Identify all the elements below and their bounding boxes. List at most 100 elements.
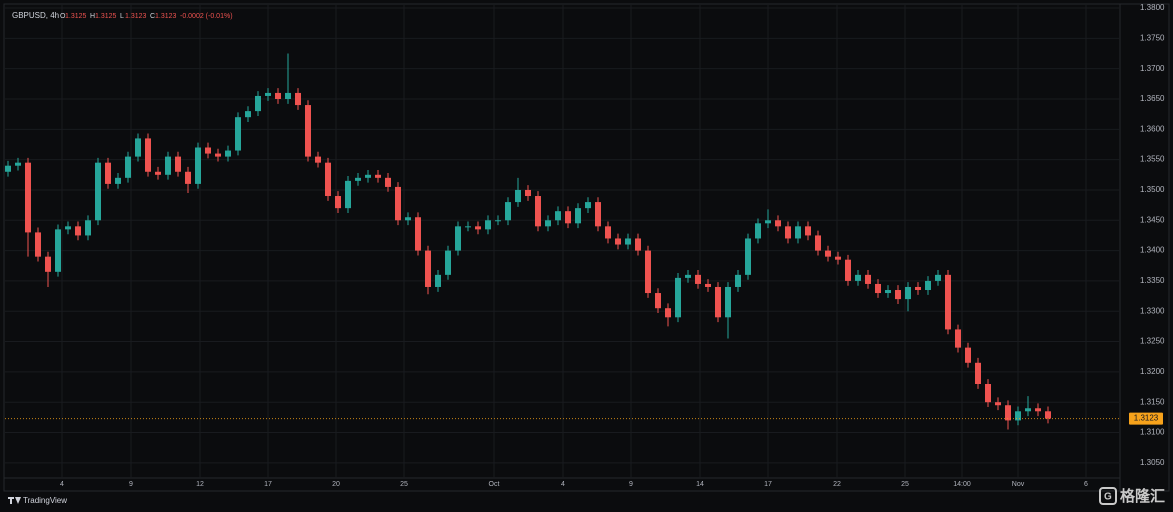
candle-body [185, 171, 191, 184]
candle-body [235, 117, 241, 151]
y-tick-label: 1.3600 [1140, 124, 1165, 133]
candle-body [455, 226, 461, 251]
change: -0.0002 (-0.01%) [180, 13, 233, 20]
candle-body [145, 138, 151, 172]
y-tick-label: 1.3650 [1140, 94, 1165, 103]
candle-body [425, 250, 431, 287]
logo-text: TradingView [23, 496, 67, 505]
candle-body [1005, 405, 1011, 421]
candle-body [885, 290, 891, 294]
candle-body [625, 238, 631, 245]
candle-body [1015, 411, 1021, 421]
watermark: G 格隆汇 [1099, 487, 1165, 505]
candle-body [645, 250, 651, 294]
candle-body [215, 153, 221, 157]
ohlc-value: 1.3125 [95, 13, 117, 20]
candle-body [485, 220, 491, 230]
ohlc-label: C [150, 13, 155, 20]
candle-body [615, 238, 621, 245]
candle-body [175, 156, 181, 172]
y-tick-label: 1.3300 [1140, 306, 1165, 315]
candle-body [465, 226, 471, 228]
candle-body [855, 274, 861, 281]
candle-body [15, 162, 21, 166]
candle-body [825, 250, 831, 257]
candle-body [655, 293, 661, 309]
last-price-box [1129, 412, 1163, 425]
last-price-label: 1.3123 [1134, 414, 1159, 423]
candle-body [955, 329, 961, 348]
candle-body [915, 286, 921, 291]
y-tick-label: 1.3250 [1140, 337, 1165, 346]
candle-body [705, 283, 711, 287]
x-tick-label: 12 [196, 481, 204, 488]
candle-body [195, 147, 201, 184]
tradingview-logo: TradingView [8, 496, 67, 505]
candle-body [405, 217, 411, 221]
candle-body [135, 138, 141, 157]
candle-body [535, 196, 541, 227]
candle-body [25, 162, 31, 233]
candle-body [965, 347, 971, 363]
candle-body [325, 162, 331, 197]
candle-body [675, 277, 681, 318]
candle-body [275, 92, 281, 99]
candle-body [505, 202, 511, 221]
candle-body [285, 92, 291, 99]
x-tick-label: 17 [264, 481, 272, 488]
candle-body [105, 162, 111, 184]
candle-body [635, 238, 641, 251]
candle-body [875, 283, 881, 294]
candle-body [205, 147, 211, 154]
x-tick-label: Nov [1012, 481, 1025, 488]
candle-body [975, 362, 981, 385]
candle-body [775, 220, 781, 227]
candle-body [45, 256, 51, 272]
candle-body [745, 238, 751, 275]
watermark-icon [1099, 487, 1117, 505]
x-tick-label: 9 [629, 481, 633, 488]
candle-body [595, 202, 601, 227]
y-tick-label: 1.3400 [1140, 246, 1165, 255]
candle-body [815, 235, 821, 251]
y-tick-label: 1.3150 [1140, 397, 1165, 406]
candle-body [385, 177, 391, 187]
candle-body [905, 286, 911, 300]
candle-body [755, 223, 761, 239]
candle-body [525, 189, 531, 197]
ohlc-label: H [90, 13, 95, 20]
candle-body [515, 189, 521, 203]
candle-body [305, 105, 311, 157]
candle-body [95, 162, 101, 221]
y-tick-label: 1.3200 [1140, 367, 1165, 376]
candle-body [475, 226, 481, 230]
ohlc-label: L [120, 13, 124, 20]
x-tick-label: 20 [332, 481, 340, 488]
y-tick-label: 1.3450 [1140, 215, 1165, 224]
x-tick-label: 17 [764, 481, 772, 488]
candle-body [845, 259, 851, 281]
candle-body [75, 226, 81, 236]
candle-body [985, 384, 991, 403]
candle-body [85, 220, 91, 236]
candle-body [925, 280, 931, 291]
x-tick-label: Oct [489, 481, 500, 488]
candle-body [795, 226, 801, 239]
x-tick-label: 6 [1084, 481, 1088, 488]
candle-body [585, 202, 591, 209]
candle-body [565, 211, 571, 224]
logo-icon [8, 497, 21, 504]
candle-body [575, 208, 581, 224]
chart-frame [3, 3, 1170, 492]
candle-body [835, 256, 841, 260]
watermark-icon-letter: G [1104, 492, 1112, 503]
x-tick-label: 25 [400, 481, 408, 488]
y-tick-label: 1.3550 [1140, 155, 1165, 164]
candle-body [395, 186, 401, 221]
candle-body [315, 156, 321, 163]
candle-body [695, 274, 701, 284]
x-tick-label: 25 [901, 481, 909, 488]
x-tick-label: 14:00 [953, 481, 971, 488]
candle-body [765, 220, 771, 224]
